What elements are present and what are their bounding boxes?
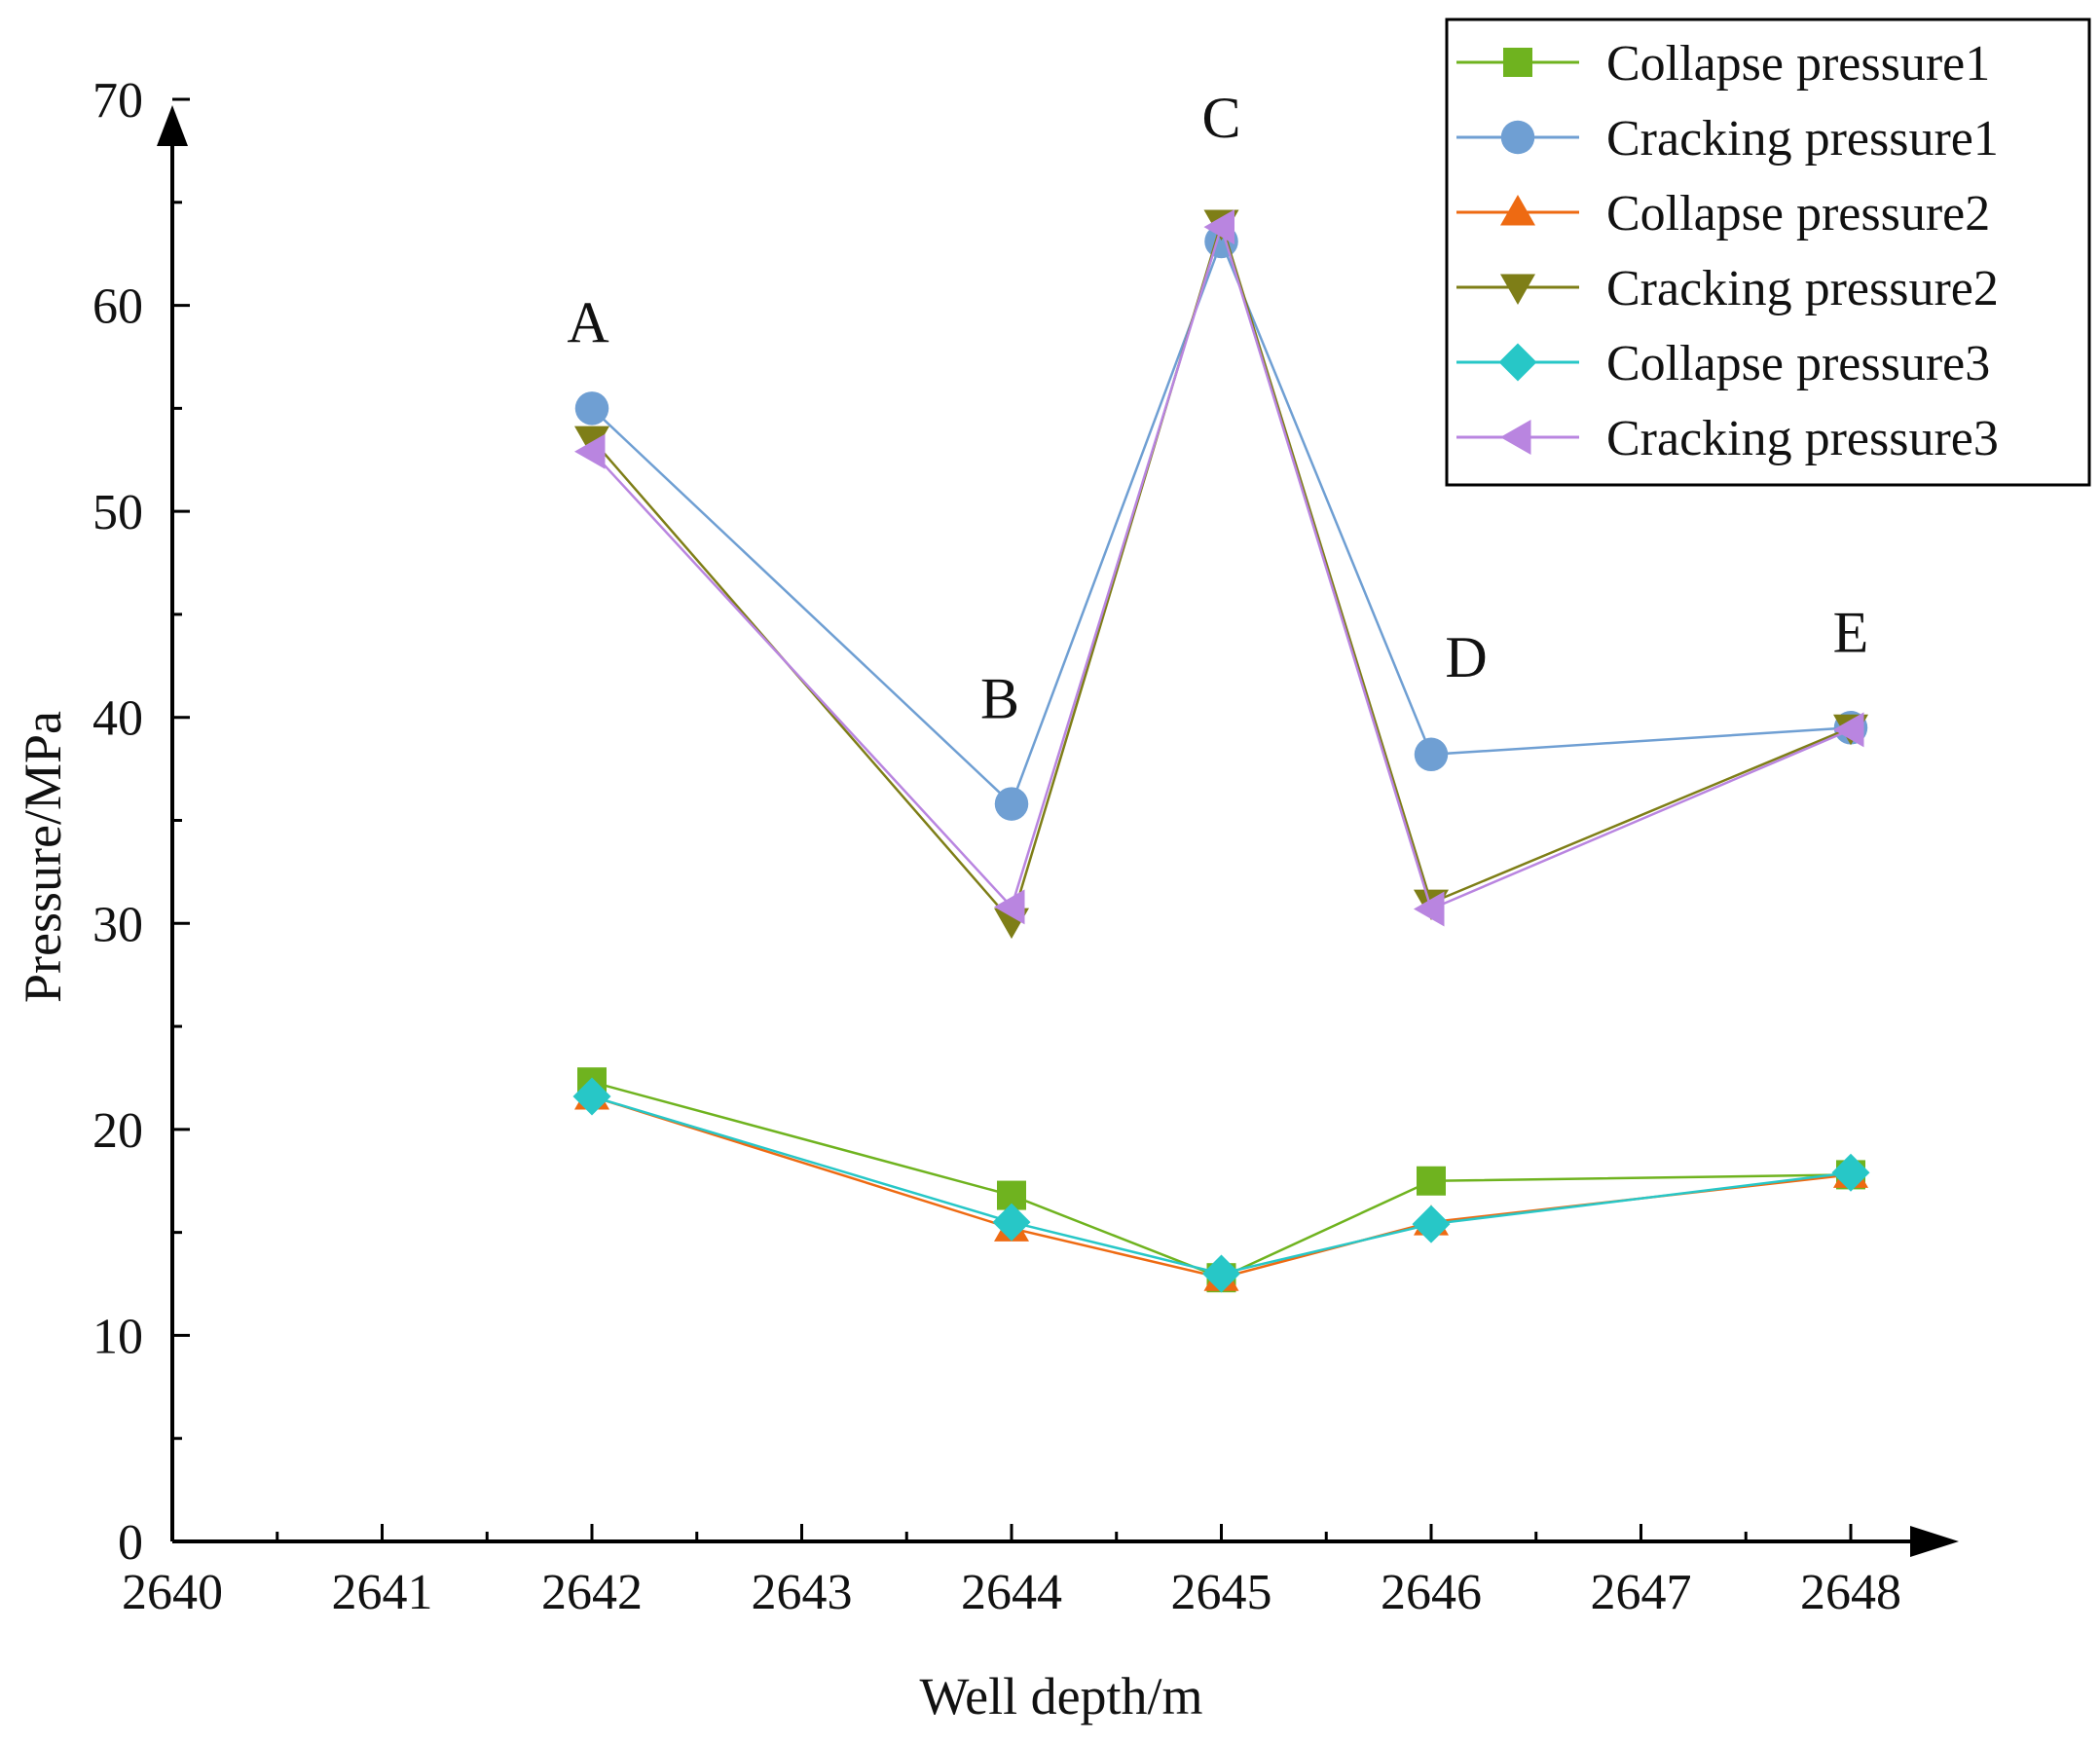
series-line bbox=[591, 1094, 1852, 1279]
ticks: 2640 2641 2642 2643 2644 2645 2646 2647 2648 0 10 2… bbox=[92, 73, 1901, 1620]
legend-marker bbox=[1500, 274, 1535, 305]
legend-item: Collapse pressure2 bbox=[1456, 186, 1990, 241]
legend-item: Cracking pressure1 bbox=[1456, 111, 1999, 167]
legend-marker bbox=[1503, 48, 1532, 77]
legend-label: Cracking pressure1 bbox=[1606, 111, 1999, 167]
legend-marker bbox=[1498, 343, 1537, 382]
legend-label: Collapse pressure2 bbox=[1606, 186, 1990, 241]
data-point bbox=[1414, 737, 1449, 772]
data-point bbox=[994, 787, 1029, 821]
y-tick-label: 30 bbox=[92, 897, 143, 952]
y-tick-label: 20 bbox=[92, 1103, 143, 1159]
x-tick-label: 2648 bbox=[1800, 1565, 1901, 1620]
annotations: A B C D E bbox=[567, 86, 1868, 731]
x-tick-label: 2641 bbox=[332, 1565, 433, 1620]
series-6 bbox=[574, 209, 1864, 927]
data-point bbox=[574, 391, 609, 426]
series-line bbox=[591, 1080, 1852, 1279]
y-tick-label: 0 bbox=[118, 1515, 143, 1571]
y-tick-label: 40 bbox=[92, 691, 143, 747]
data-point bbox=[1414, 891, 1445, 927]
y-tick-label: 70 bbox=[92, 73, 143, 129]
data-point bbox=[994, 889, 1025, 925]
legend-label: Cracking pressure3 bbox=[1606, 411, 1999, 466]
legend-marker bbox=[1500, 120, 1535, 155]
legend-item: Collapse pressure1 bbox=[1456, 36, 1990, 92]
x-tick-label: 2645 bbox=[1171, 1565, 1272, 1620]
x-tick-label: 2644 bbox=[961, 1565, 1062, 1620]
legend-item: Cracking pressure3 bbox=[1456, 411, 1999, 466]
y-axis-title: Pressure/MPa bbox=[14, 711, 72, 1003]
data-point bbox=[1831, 1153, 1870, 1192]
data-point bbox=[1417, 1166, 1446, 1196]
legend-marker bbox=[1500, 195, 1535, 226]
series-line bbox=[591, 1094, 1852, 1276]
legend-label: Collapse pressure3 bbox=[1606, 336, 1990, 391]
point-label: E bbox=[1833, 600, 1869, 664]
point-label: A bbox=[567, 290, 608, 354]
legend-item: Collapse pressure3 bbox=[1456, 336, 1990, 391]
x-tick-label: 2647 bbox=[1591, 1565, 1692, 1620]
data-point bbox=[1203, 209, 1234, 245]
x-tick-label: 2640 bbox=[122, 1565, 223, 1620]
data-point bbox=[1202, 1254, 1240, 1293]
data-point bbox=[992, 1203, 1031, 1242]
data-point bbox=[574, 426, 609, 458]
legend-item: Cracking pressure2 bbox=[1456, 261, 1999, 316]
point-label: D bbox=[1445, 625, 1487, 689]
y-tick-label: 10 bbox=[92, 1309, 143, 1364]
x-axis-arrow bbox=[1910, 1526, 1959, 1557]
point-label: B bbox=[980, 667, 1019, 731]
data-point bbox=[1833, 712, 1864, 748]
legend-box bbox=[1445, 18, 2091, 487]
series-layer bbox=[572, 209, 1870, 1293]
y-tick-label: 50 bbox=[92, 485, 143, 540]
legend-marker bbox=[1500, 420, 1531, 455]
series-5 bbox=[572, 1077, 1870, 1293]
point-label: C bbox=[1201, 86, 1240, 150]
data-point bbox=[1412, 1205, 1451, 1243]
y-tick-label: 60 bbox=[92, 279, 143, 335]
y-axis-arrow bbox=[157, 105, 188, 146]
legend: Collapse pressure1 Cracking pressure1 Coll… bbox=[1445, 18, 2091, 487]
x-tick-label: 2642 bbox=[541, 1565, 643, 1620]
legend-label: Cracking pressure2 bbox=[1606, 261, 1999, 316]
data-point bbox=[572, 1077, 611, 1116]
axes bbox=[157, 105, 1959, 1557]
x-axis-title: Well depth/m bbox=[919, 1667, 1202, 1725]
x-tick-label: 2646 bbox=[1381, 1565, 1482, 1620]
data-point bbox=[574, 433, 606, 469]
x-tick-label: 2643 bbox=[752, 1565, 853, 1620]
legend-label: Collapse pressure1 bbox=[1606, 36, 1990, 92]
